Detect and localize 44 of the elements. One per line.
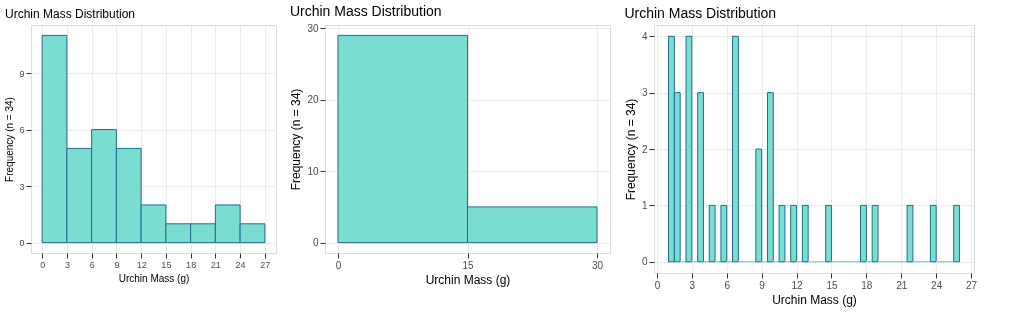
x-tick-label: 6 bbox=[724, 279, 731, 291]
y-axis-title: Frequency (n = 34) bbox=[289, 88, 304, 191]
x-tick-label: 12 bbox=[791, 279, 804, 291]
x-tick-label: 9 bbox=[114, 259, 120, 270]
x-tick-label: 24 bbox=[931, 279, 943, 291]
chart-title: Urchin Mass Distribution bbox=[289, 3, 442, 20]
x-tick-label: 6 bbox=[89, 259, 95, 270]
y-axis-title: Frequency (n = 34) bbox=[623, 98, 638, 201]
y-tick-label: 1 bbox=[641, 199, 648, 211]
x-tick-label: 21 bbox=[896, 279, 908, 291]
chart-title: Urchin Mass Distribution bbox=[624, 5, 777, 21]
x-tick-label: 27 bbox=[966, 279, 978, 291]
x-tick-label: 18 bbox=[861, 279, 873, 291]
y-tick-label: 3 bbox=[641, 87, 648, 99]
x-axis-title: Urchin Mass (g) bbox=[772, 292, 857, 307]
x-tick-label: 12 bbox=[136, 259, 147, 270]
y-tick-label: 2 bbox=[641, 143, 648, 155]
x-tick-label: 24 bbox=[235, 259, 246, 270]
x-tick-label: 0 bbox=[40, 259, 46, 270]
x-tick-label: 15 bbox=[462, 259, 474, 271]
x-axis-title: Urchin Mass (g) bbox=[118, 272, 190, 284]
x-tick-label: 3 bbox=[689, 279, 696, 291]
y-tick-label: 3 bbox=[19, 181, 25, 192]
y-axis-title: Frequency (n = 34) bbox=[4, 97, 16, 182]
y-tick-label: 6 bbox=[19, 125, 25, 136]
chart-title: Urchin Mass Distribution bbox=[4, 7, 136, 21]
y-tick-label: 20 bbox=[307, 94, 319, 106]
x-tick-label: 27 bbox=[260, 259, 271, 270]
y-tick-label: 0 bbox=[312, 237, 319, 249]
y-tick-label: 0 bbox=[19, 238, 25, 249]
x-axis-title: Urchin Mass (g) bbox=[425, 272, 511, 287]
y-tick-label: 30 bbox=[307, 22, 319, 34]
x-tick-label: 21 bbox=[210, 259, 221, 270]
x-tick-label: 9 bbox=[759, 279, 766, 291]
x-tick-label: 0 bbox=[335, 259, 342, 271]
y-tick-label: 4 bbox=[641, 30, 648, 42]
x-tick-label: 18 bbox=[186, 259, 197, 270]
x-tick-label: 0 bbox=[654, 279, 661, 291]
x-tick-label: 30 bbox=[591, 259, 604, 271]
x-tick-label: 15 bbox=[826, 279, 838, 291]
x-tick-label: 15 bbox=[161, 259, 172, 270]
y-tick-label: 9 bbox=[19, 68, 25, 79]
y-tick-label: 10 bbox=[307, 165, 319, 177]
x-tick-label: 3 bbox=[64, 259, 70, 270]
